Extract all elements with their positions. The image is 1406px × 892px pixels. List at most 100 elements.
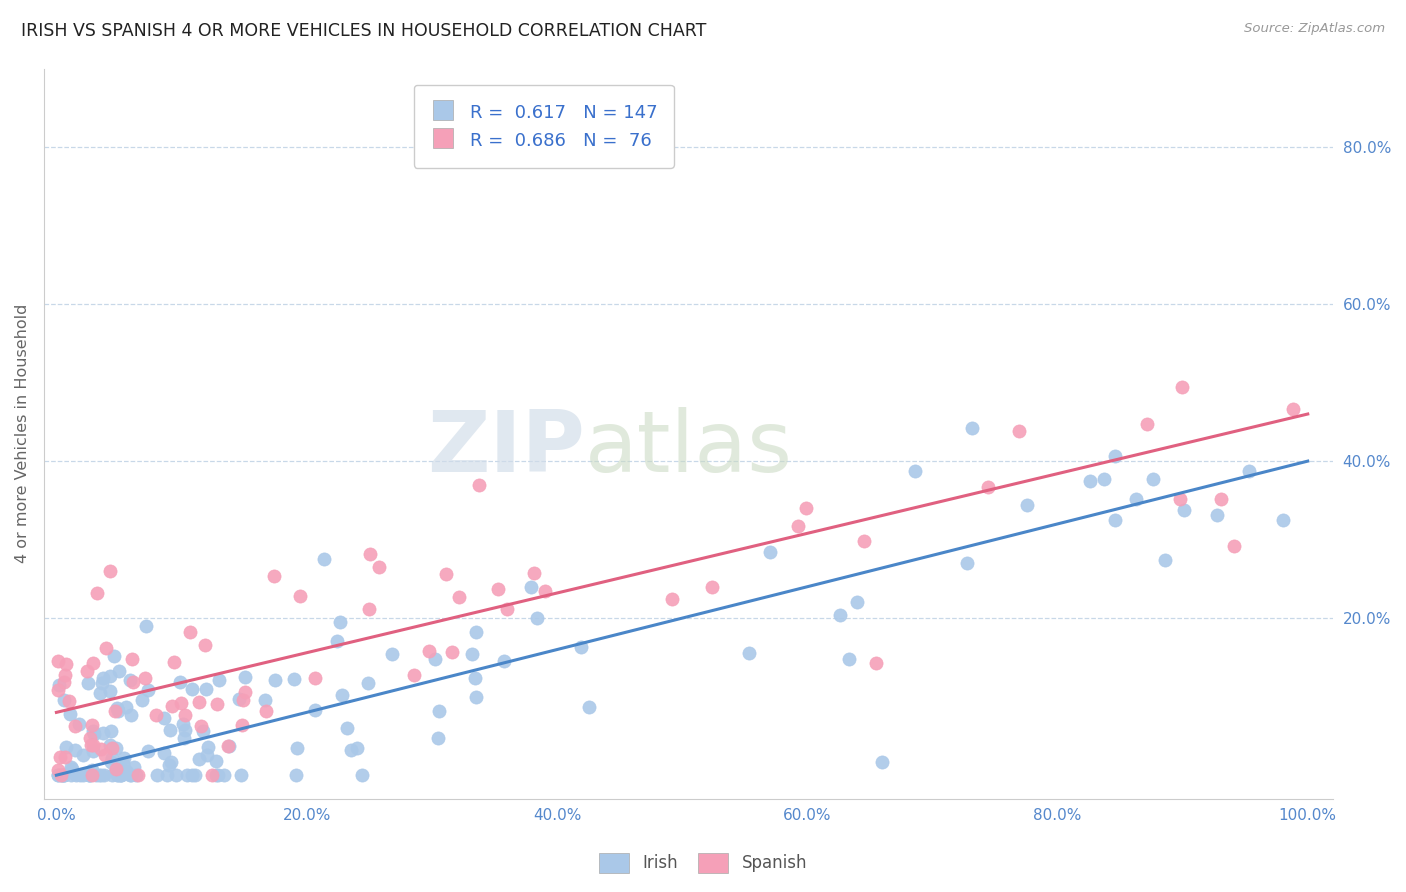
Point (135, 618, 157, 632)
Point (486, 582, 509, 596)
Point (49, 749, 72, 764)
Point (82, 657, 104, 671)
Point (179, 625, 201, 640)
Point (197, 739, 219, 754)
Point (447, 590, 470, 604)
Point (661, 591, 683, 606)
Point (427, 704, 450, 718)
Point (90, 768, 112, 782)
Point (110, 768, 132, 782)
Point (578, 700, 600, 714)
Point (111, 757, 134, 772)
Point (86, 586, 108, 600)
Point (48, 678, 70, 692)
Point (368, 560, 391, 574)
Point (55, 740, 77, 755)
Point (93, 747, 115, 762)
Point (1094, 472, 1116, 486)
Point (204, 768, 226, 782)
Point (120, 768, 142, 782)
Point (173, 731, 195, 745)
Point (98, 564, 121, 578)
Point (1173, 502, 1195, 516)
Point (51, 768, 73, 782)
Point (759, 545, 782, 559)
Point (49, 768, 72, 782)
Point (838, 651, 860, 665)
Point (828, 607, 851, 622)
Point (125, 768, 148, 782)
Point (46, 768, 69, 782)
Point (520, 580, 543, 594)
Point (188, 752, 211, 766)
Point (60, 760, 83, 774)
Point (1125, 492, 1147, 507)
Point (91, 726, 114, 740)
Point (58, 694, 80, 708)
Point (63, 719, 86, 733)
Point (69, 768, 91, 782)
Point (172, 717, 194, 731)
Point (181, 681, 204, 696)
Point (440, 645, 463, 659)
Point (423, 652, 446, 666)
Point (402, 668, 425, 682)
Point (1142, 472, 1164, 486)
Text: IRISH VS SPANISH 4 OR MORE VEHICLES IN HOUSEHOLD CORRELATION CHART: IRISH VS SPANISH 4 OR MORE VEHICLES IN H… (21, 22, 706, 40)
Point (207, 768, 229, 782)
Point (1104, 449, 1126, 463)
Point (98, 738, 121, 752)
Point (976, 480, 998, 494)
Point (201, 768, 224, 782)
Point (1015, 498, 1038, 512)
Point (104, 705, 127, 719)
Point (105, 701, 128, 715)
Point (381, 647, 404, 661)
Point (105, 762, 128, 776)
Point (169, 674, 191, 689)
Point (60, 762, 83, 776)
Point (46, 764, 69, 778)
Point (136, 744, 159, 758)
Point (76, 664, 98, 678)
Point (59, 768, 82, 782)
Point (329, 615, 352, 629)
Point (170, 696, 193, 710)
Point (159, 723, 181, 738)
Point (1008, 425, 1031, 439)
Point (340, 742, 363, 756)
Point (136, 682, 159, 697)
Point (304, 703, 326, 717)
Point (180, 768, 202, 782)
Point (152, 747, 174, 761)
Point (325, 634, 347, 648)
Point (283, 672, 305, 686)
Point (233, 684, 256, 698)
Point (115, 699, 138, 714)
Point (1209, 491, 1232, 506)
Point (101, 740, 124, 755)
Point (228, 691, 250, 706)
Point (55, 657, 77, 672)
Point (314, 551, 336, 566)
Point (304, 671, 326, 685)
Point (104, 741, 127, 756)
Point (53, 750, 76, 764)
Point (1239, 464, 1261, 478)
Point (187, 695, 209, 709)
Point (165, 768, 187, 782)
Point (114, 764, 136, 778)
Point (1104, 513, 1126, 527)
Point (84, 768, 107, 782)
Point (359, 547, 381, 561)
Point (156, 768, 179, 782)
Point (107, 768, 129, 782)
Point (336, 721, 359, 735)
Point (163, 655, 186, 669)
Point (98, 668, 121, 682)
Legend: R =  0.617   N = 147, R =  0.686   N =  76: R = 0.617 N = 147, R = 0.686 N = 76 (413, 85, 673, 168)
Point (65, 768, 87, 782)
Point (46, 768, 69, 782)
Point (131, 693, 153, 707)
Point (330, 688, 353, 702)
